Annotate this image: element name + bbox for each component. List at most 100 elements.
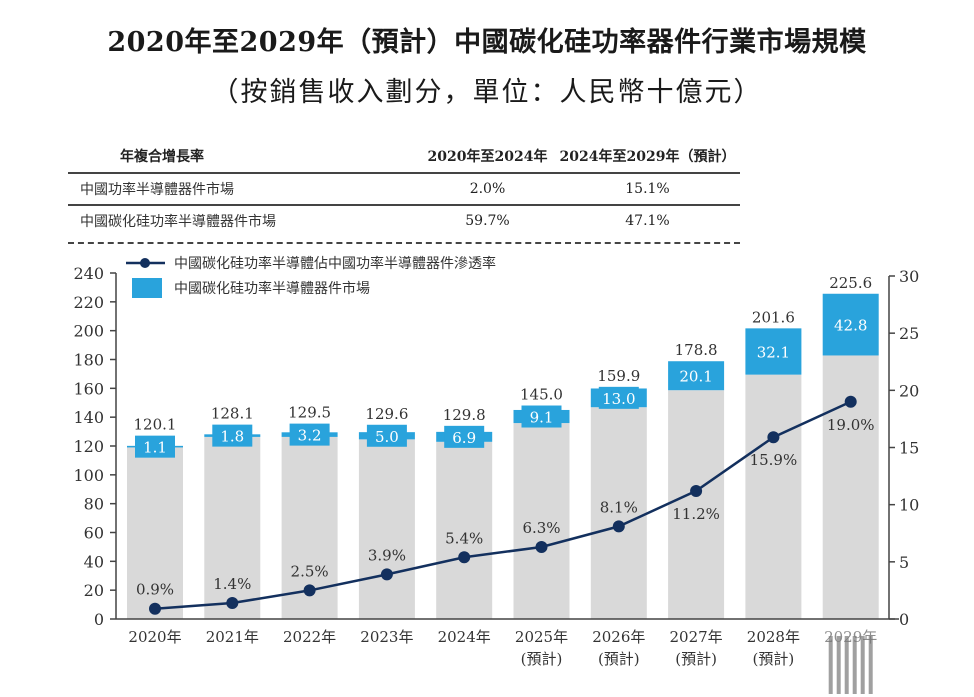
sic-value-box — [212, 424, 253, 447]
penetration-point — [690, 484, 703, 497]
total-bar — [668, 390, 725, 619]
x-tick-label: 2024年 — [438, 628, 491, 646]
total-value-label: 120.1 — [134, 416, 177, 434]
smear-artifact — [844, 636, 849, 694]
penetration-point — [612, 520, 625, 533]
sic-value-label: 5.0 — [375, 428, 399, 446]
sic-value-label: 20.1 — [679, 368, 712, 386]
x-tick-label: 2020年 — [128, 628, 181, 646]
penetration-point — [458, 551, 471, 564]
cagr-row-value: 59.7% — [465, 213, 510, 229]
sic-value-label: 32.1 — [757, 343, 790, 361]
y-left-tick-label: 60 — [84, 524, 104, 543]
penetration-label: 15.9% — [750, 451, 798, 469]
y-left-tick-label: 140 — [73, 408, 104, 427]
cagr-row-value: 47.1% — [625, 213, 670, 229]
sic-value-box — [598, 386, 639, 409]
sic-value-label: 42.8 — [834, 317, 867, 335]
cagr-header-period2: 2024年至2029年（預計） — [559, 149, 736, 165]
total-bar — [590, 407, 647, 619]
cagr-row-value: 15.1% — [625, 181, 670, 197]
table-divider — [68, 172, 740, 174]
penetration-point — [844, 395, 857, 408]
y-right-tick-label: 5 — [899, 553, 909, 572]
total-value-label: 129.8 — [443, 406, 486, 424]
y-left-tick-label: 20 — [84, 581, 104, 600]
total-bar — [358, 439, 415, 619]
y-left-tick-label: 80 — [84, 495, 104, 514]
chart-title: 2020年至2029年（預計）中國碳化硅功率器件行業市場規模 — [107, 27, 867, 58]
x-tick-sublabel: (預計) — [675, 650, 717, 668]
total-bar — [204, 436, 261, 619]
total-value-label: 159.9 — [597, 367, 640, 385]
y-right-tick-label: 30 — [899, 267, 919, 286]
legend-marker-icon — [140, 258, 150, 268]
cagr-row: 中國碳化硅功率半導體器件市場 59.7% 47.1% — [68, 206, 740, 236]
penetration-label: 6.3% — [522, 519, 560, 537]
cagr-row-label: 中國功率半導體器件市場 — [80, 182, 234, 198]
total-bar — [745, 374, 802, 619]
penetration-point — [767, 431, 780, 444]
sic-value-label: 13.0 — [602, 390, 635, 408]
y-right-tick-label: 25 — [899, 324, 919, 343]
x-tick-sublabel: (預計) — [521, 650, 563, 668]
total-value-label: 225.6 — [829, 274, 872, 292]
x-tick-label: 2021年 — [206, 628, 259, 646]
sic-value-label: 1.8 — [220, 428, 244, 446]
table-divider — [68, 204, 740, 206]
penetration-label: 11.2% — [672, 505, 720, 523]
legend-line-label: 中國碳化硅功率半導體佔中國功率半導體器件滲透率 — [174, 255, 496, 272]
penetration-label: 5.4% — [445, 529, 483, 547]
legend-bar-swatch — [132, 278, 162, 298]
cagr-row: 中國功率半導體器件市場 2.0% 15.1% — [68, 174, 740, 204]
penetration-point — [303, 584, 316, 597]
y-left-tick-label: 220 — [73, 293, 104, 312]
x-tick-label: 2023年 — [360, 628, 413, 646]
y-left-tick-label: 240 — [73, 264, 104, 283]
sic-bar-segment — [822, 293, 879, 356]
total-value-label: 129.6 — [365, 405, 408, 423]
smear-artifact — [828, 636, 833, 694]
sic-value-box — [289, 423, 330, 446]
penetration-label: 3.9% — [368, 546, 406, 564]
sic-value-label: 3.2 — [298, 427, 322, 445]
penetration-line — [154, 400, 852, 610]
penetration-label: 19.0% — [827, 416, 875, 434]
smear-artifact — [836, 636, 841, 694]
cagr-table: 年複合增長率 2020年至2024年 2024年至2029年（預計） 中國功率半… — [68, 140, 740, 244]
y-right-tick-label: 20 — [899, 381, 919, 400]
penetration-point — [226, 596, 239, 609]
chart-subtitle: （按銷售收入劃分，單位：人民幣十億元） — [211, 77, 763, 108]
sic-value-label: 6.9 — [452, 429, 476, 447]
x-tick-label: 2028年 — [747, 628, 800, 646]
sic-value-box — [366, 424, 407, 447]
penetration-label: 1.4% — [213, 575, 251, 593]
x-tick-label: 2027年 — [670, 628, 723, 646]
total-bar — [822, 355, 879, 619]
x-tick-label: 2022年 — [283, 628, 336, 646]
sic-value-box — [521, 405, 562, 428]
penetration-label: 0.9% — [136, 581, 174, 599]
total-value-label: 178.8 — [675, 341, 718, 359]
legend-bar-label: 中國碳化硅功率半導體器件市場 — [174, 280, 370, 297]
sic-value-label: 1.1 — [143, 439, 167, 457]
cagr-header-row: 年複合增長率 2020年至2024年 2024年至2029年（預計） — [68, 140, 740, 172]
y-left-tick-label: 40 — [84, 552, 104, 571]
sic-bar-segment — [745, 328, 802, 375]
x-tick-sublabel: (預計) — [753, 650, 795, 668]
cagr-row-label: 中國碳化硅功率半導體器件市場 — [80, 214, 276, 230]
legend: 中國碳化硅功率半導體佔中國功率半導體器件滲透率 中國碳化硅功率半導體器件市場 — [126, 255, 496, 298]
sic-value-box — [135, 435, 175, 458]
x-tick-label: 2025年 — [515, 628, 568, 646]
x-tick-sublabel: (預計) — [598, 650, 640, 668]
total-bar — [127, 447, 183, 619]
y-left-tick-label: 160 — [73, 379, 104, 398]
total-value-label: 201.6 — [752, 308, 795, 326]
smear-artifact — [852, 636, 857, 694]
penetration-point — [149, 602, 161, 615]
y-left-tick-label: 100 — [73, 466, 104, 485]
smear-artifact — [860, 636, 865, 694]
sic-value-box — [444, 425, 485, 448]
y-left-tick-label: 120 — [73, 437, 104, 456]
